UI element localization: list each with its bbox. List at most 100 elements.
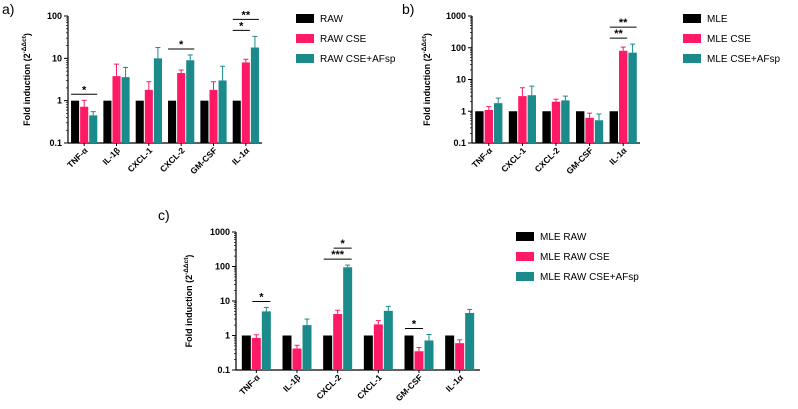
legend-label: MLE CSE+AFsp: [707, 54, 781, 65]
significance-label: **: [614, 28, 623, 40]
y-label-superscript: -ΔΔct: [421, 35, 428, 53]
x-category-label: IL-1α: [230, 145, 252, 167]
bar-mle: [542, 111, 551, 143]
bar-raw-cse: [80, 106, 89, 143]
bar-raw-cse-afsp: [186, 60, 195, 143]
chart-panel-3: c) 0.1 1 10 100 1000 Fold induction (2-ΔΔct) TN…: [158, 207, 639, 403]
significance-label: *: [259, 291, 264, 303]
significance-label: *: [341, 238, 346, 250]
panel-label: b): [402, 1, 414, 17]
x-category-label: TNF-α: [65, 145, 90, 170]
x-category-label: CXCL-2: [314, 372, 343, 401]
legend-swatch: [683, 34, 701, 43]
panel-label: a): [2, 1, 14, 17]
chart-panel-1: a) 0.1 1 10 100 Fold induction (2-ΔΔct) TNF-α I…: [2, 1, 396, 176]
y-tick-label: 1000: [210, 227, 230, 237]
y-label-main: Fold induction (2: [422, 53, 432, 126]
y-label-superscript: -ΔΔct: [183, 257, 190, 275]
bar-raw-cse: [177, 73, 186, 143]
significance-label: ***: [331, 249, 345, 261]
legend-swatch: [296, 54, 314, 63]
bar-mle-raw-cse: [373, 324, 383, 370]
y-label-close: ): [422, 33, 432, 36]
y-tick-label: 10: [456, 75, 466, 85]
bar-mle-cse: [619, 50, 628, 144]
bar-mle-raw-cse: [251, 337, 261, 370]
y-label-main: Fold induction (2: [184, 275, 194, 348]
y-tick-label: 0.1: [217, 365, 230, 375]
bar-raw-cse: [209, 89, 218, 143]
y-tick-label: 1: [461, 106, 466, 116]
bar-raw: [135, 100, 144, 143]
legend-swatch: [516, 272, 534, 281]
bar-raw-cse: [112, 76, 121, 143]
legend-swatch: [683, 54, 701, 63]
x-category-label: CXCL-1: [355, 372, 384, 401]
bar-mle-cse: [518, 96, 527, 143]
bar-mle-cse-afsp: [594, 120, 604, 143]
bar-mle: [609, 111, 618, 143]
bar-mle-raw: [282, 335, 292, 370]
bar-raw-cse-afsp: [121, 77, 130, 143]
y-axis-label: Fold induction (2-ΔΔct): [21, 33, 32, 126]
legend-label: MLE RAW CSE: [540, 252, 610, 263]
x-category-label: GM-CSF: [564, 145, 595, 176]
panel-label: c): [158, 207, 170, 223]
legend-label: RAW CSE: [320, 34, 367, 45]
y-tick-label: 100: [215, 262, 230, 272]
legend-swatch: [516, 252, 534, 261]
legend-swatch: [296, 34, 314, 43]
bar-mle-raw-cse: [414, 351, 424, 370]
x-category-label: TNF-α: [237, 372, 262, 397]
legend-label: RAW: [320, 14, 344, 25]
legend-label: MLE: [707, 14, 728, 25]
x-category-label: GM-CSF: [394, 372, 425, 403]
significance-label: **: [242, 9, 251, 21]
x-category-label: IL-1α: [607, 145, 629, 167]
bar-raw: [71, 100, 80, 143]
x-category-label: IL-1β: [100, 145, 121, 166]
bar-mle-raw: [323, 335, 333, 370]
legend-swatch: [683, 14, 701, 23]
bar-raw-cse-afsp: [250, 47, 259, 144]
bar-mle-cse-afsp: [628, 52, 637, 143]
legend-label: MLE CSE: [707, 34, 751, 45]
y-label-close: ): [22, 33, 32, 36]
bar-mle-raw: [363, 335, 373, 370]
bar-mle-raw: [445, 335, 455, 370]
bar-raw-cse: [241, 62, 250, 144]
bar-raw-cse-afsp: [89, 115, 98, 143]
significance-label: *: [412, 318, 417, 330]
legend-label: RAW CSE+AFsp: [320, 54, 396, 65]
bar-mle-raw: [241, 335, 251, 370]
y-label-main: Fold induction (2: [22, 53, 32, 126]
bar-raw: [168, 100, 177, 143]
x-category-label: CXCL-2: [533, 145, 562, 174]
bar-mle-raw-cse-afsp: [261, 311, 271, 370]
bar-mle-cse: [484, 109, 493, 143]
bar-mle-raw-cse: [292, 348, 302, 370]
bar-raw: [103, 100, 112, 143]
y-axis-label: Fold induction (2-ΔΔct): [421, 33, 432, 126]
bar-mle-raw-cse-afsp: [465, 312, 475, 370]
bar-mle: [508, 111, 518, 143]
bar-mle-cse: [551, 101, 561, 143]
significance-label: **: [619, 17, 628, 29]
y-tick-label: 1: [225, 331, 230, 341]
bar-raw-cse: [144, 89, 153, 143]
y-tick-label: 100: [47, 11, 62, 21]
x-category-label: IL-1β: [281, 372, 302, 393]
bar-raw: [200, 100, 209, 143]
chart-panel-2: b) 0.1 1 10 100 1000 Fold induction (2-ΔΔct) TN…: [402, 1, 781, 176]
bar-mle-cse-afsp: [561, 100, 570, 143]
y-tick-label: 1: [57, 96, 62, 106]
bar-mle: [475, 111, 484, 143]
legend-label: MLE RAW CSE+AFsp: [540, 272, 639, 283]
bar-mle-cse-afsp: [527, 95, 536, 143]
y-tick-label: 0.1: [49, 138, 62, 148]
bar-mle-raw-cse-afsp: [302, 325, 312, 370]
x-category-label: CXCL-1: [125, 145, 154, 174]
legend-label: MLE RAW: [540, 232, 587, 243]
bar-mle-raw-cse-afsp: [343, 267, 353, 370]
